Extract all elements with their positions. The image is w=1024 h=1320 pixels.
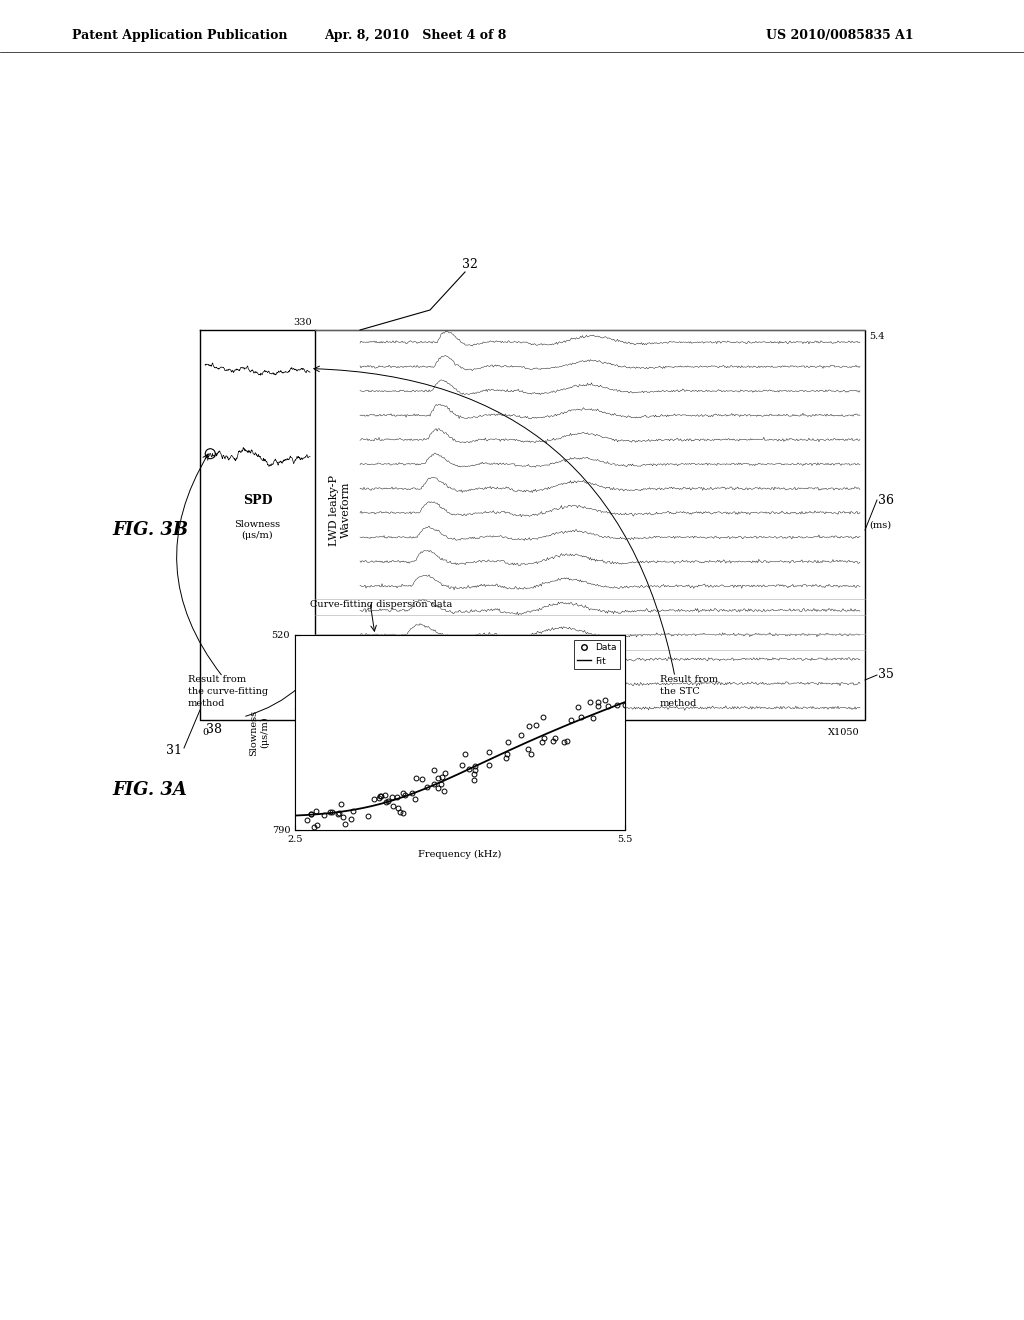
Text: FIG. 3B: FIG. 3B [112,521,188,539]
Text: US 2010/0085835 A1: US 2010/0085835 A1 [766,29,913,41]
X-axis label: Frequency (kHz): Frequency (kHz) [419,849,502,858]
Text: Slowness
(μs/m): Slowness (μs/m) [234,520,281,540]
Text: 330: 330 [293,318,312,327]
Legend: Data, Fit: Data, Fit [573,639,621,669]
Text: FIG. 3A: FIG. 3A [112,781,186,799]
Text: 32: 32 [462,259,478,272]
Text: 5.4: 5.4 [869,333,885,341]
Text: X1050: X1050 [828,729,860,737]
Text: 790: 790 [294,708,312,717]
Text: 0: 0 [202,729,208,737]
Text: 0: 0 [319,729,326,737]
Text: 36: 36 [878,494,894,507]
Text: X300: X300 [340,729,366,737]
Text: Result from
the curve-fitting
method: Result from the curve-fitting method [188,675,268,708]
Y-axis label: Slowness
(μs/m): Slowness (μs/m) [249,709,269,755]
Text: Curve-fitting dispersion data: Curve-fitting dispersion data [310,601,453,609]
Text: 35: 35 [878,668,894,681]
Text: 31: 31 [166,743,182,756]
Text: 1: 1 [307,729,313,737]
Text: Apr. 8, 2010   Sheet 4 of 8: Apr. 8, 2010 Sheet 4 of 8 [324,29,506,41]
Text: SPD: SPD [243,494,272,507]
Text: Result from
the STC
method: Result from the STC method [660,675,718,708]
Text: LWD leaky-P
Waveform: LWD leaky-P Waveform [329,474,351,545]
Text: (ms): (ms) [869,520,891,529]
Text: Depth
(m): Depth (m) [575,729,605,747]
Text: Patent Application Publication: Patent Application Publication [72,29,288,41]
Text: 38: 38 [206,723,222,737]
